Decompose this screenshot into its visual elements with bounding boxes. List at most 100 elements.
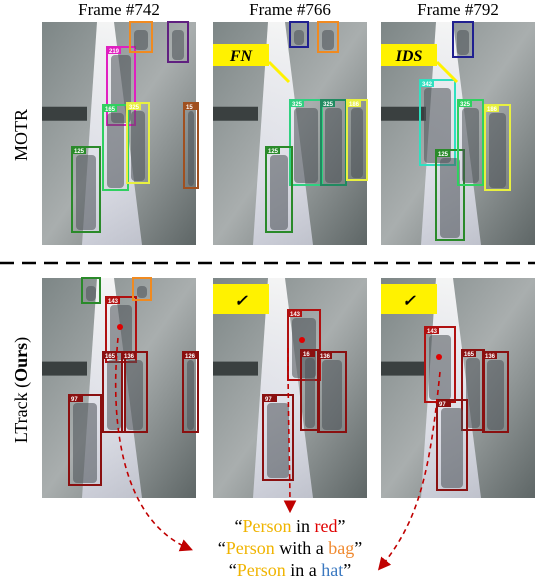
bbox-tag (263, 395, 277, 402)
person (440, 158, 460, 238)
bbox-id: 126 (185, 354, 196, 360)
row-label-text: MOTR (11, 109, 31, 161)
badge-bg (213, 44, 269, 66)
word: in (292, 516, 315, 536)
bbox (287, 309, 321, 381)
badge-bg (381, 284, 437, 314)
bbox-tag (69, 395, 83, 402)
bbox-tag (106, 297, 120, 304)
word: with a (275, 538, 329, 558)
bbox-tag (122, 352, 136, 359)
person (462, 108, 479, 183)
person (489, 113, 506, 188)
person (487, 360, 504, 430)
row-label-bold: Ours (11, 343, 31, 382)
bbox-id: 125 (268, 149, 279, 155)
bbox-id: 342 (422, 82, 433, 88)
bbox-tag (72, 147, 86, 154)
bbox-id: 136 (320, 354, 331, 360)
badge: ✓ (234, 293, 248, 310)
bbox-tag (103, 105, 117, 112)
person (466, 358, 480, 428)
bbox-tag (485, 105, 499, 112)
walkway-light (253, 22, 313, 245)
wall (213, 106, 258, 121)
row-label-text: ) (11, 337, 32, 343)
row-label-text: LTrack ( (11, 382, 32, 443)
bbox-id: 325 (460, 102, 471, 108)
bbox-id: 165 (105, 107, 116, 113)
bbox-tag (184, 103, 198, 110)
bbox-id: 325 (129, 105, 140, 111)
person (86, 286, 96, 301)
bbox-tag (420, 80, 434, 87)
bbox-id: 325 (292, 102, 303, 108)
bbox-id: 125 (74, 149, 85, 155)
person (172, 30, 184, 60)
frame-title: Frame #792 (417, 0, 499, 19)
image-panel: 325 325 186 125 FN (213, 21, 368, 245)
person (267, 403, 289, 478)
bbox-id: 143 (108, 299, 119, 305)
person (131, 111, 145, 181)
word: Person (243, 516, 292, 536)
person (110, 305, 132, 360)
bbox-tag (107, 47, 121, 54)
bbox (419, 79, 456, 166)
person (351, 108, 363, 178)
bbox-id: 136 (124, 354, 135, 360)
image-panel: 143 165 136 97 ✓ (381, 278, 535, 498)
frame-title: Frame #766 (249, 0, 331, 19)
person (441, 408, 463, 488)
bbox-tag (266, 147, 280, 154)
bbox-id: 97 (71, 397, 78, 403)
anchor-dot (117, 324, 123, 330)
person (137, 286, 147, 298)
person (305, 358, 315, 428)
bbox-id: 186 (349, 102, 360, 108)
image-panel: 143 16 136 97 ✓ (213, 278, 367, 498)
wall (213, 361, 258, 376)
image-panel: 342 125 186 325 IDS (381, 21, 535, 245)
wall (42, 106, 87, 121)
quote: “ (235, 516, 243, 536)
bbox (262, 394, 294, 481)
person (107, 113, 124, 188)
person (325, 108, 342, 183)
bbox-id: 219 (109, 49, 120, 55)
word: Person (237, 560, 286, 580)
word: bag (328, 538, 354, 558)
badge: FN (229, 48, 254, 65)
badge: IDS (395, 48, 423, 65)
quote: ” (343, 560, 351, 580)
person (294, 30, 304, 45)
bbox (289, 21, 309, 48)
bbox-tag (437, 400, 451, 407)
bbox-id: 165 (105, 354, 116, 360)
quote: ” (354, 538, 362, 558)
bbox-id: 136 (485, 354, 496, 360)
bbox (317, 21, 339, 53)
person (322, 360, 342, 430)
bbox-tag (301, 350, 315, 357)
bbox (68, 394, 102, 486)
bbox (436, 399, 468, 491)
bbox-tag (458, 100, 472, 107)
bbox-tag (127, 103, 141, 110)
person (429, 335, 451, 400)
caption: “Person in red” (235, 516, 346, 536)
word: Person (226, 538, 275, 558)
bbox-id: 97 (265, 397, 272, 403)
bbox-id: 97 (439, 402, 446, 408)
bbox-id: 143 (290, 312, 301, 318)
badge-bg (381, 44, 437, 66)
person (322, 30, 334, 50)
wall (381, 106, 426, 121)
bbox-id: 186 (487, 107, 498, 113)
person (76, 155, 96, 230)
person (270, 155, 288, 230)
person (107, 360, 121, 430)
image-panel: 143 165 136 97 126 (42, 277, 199, 498)
